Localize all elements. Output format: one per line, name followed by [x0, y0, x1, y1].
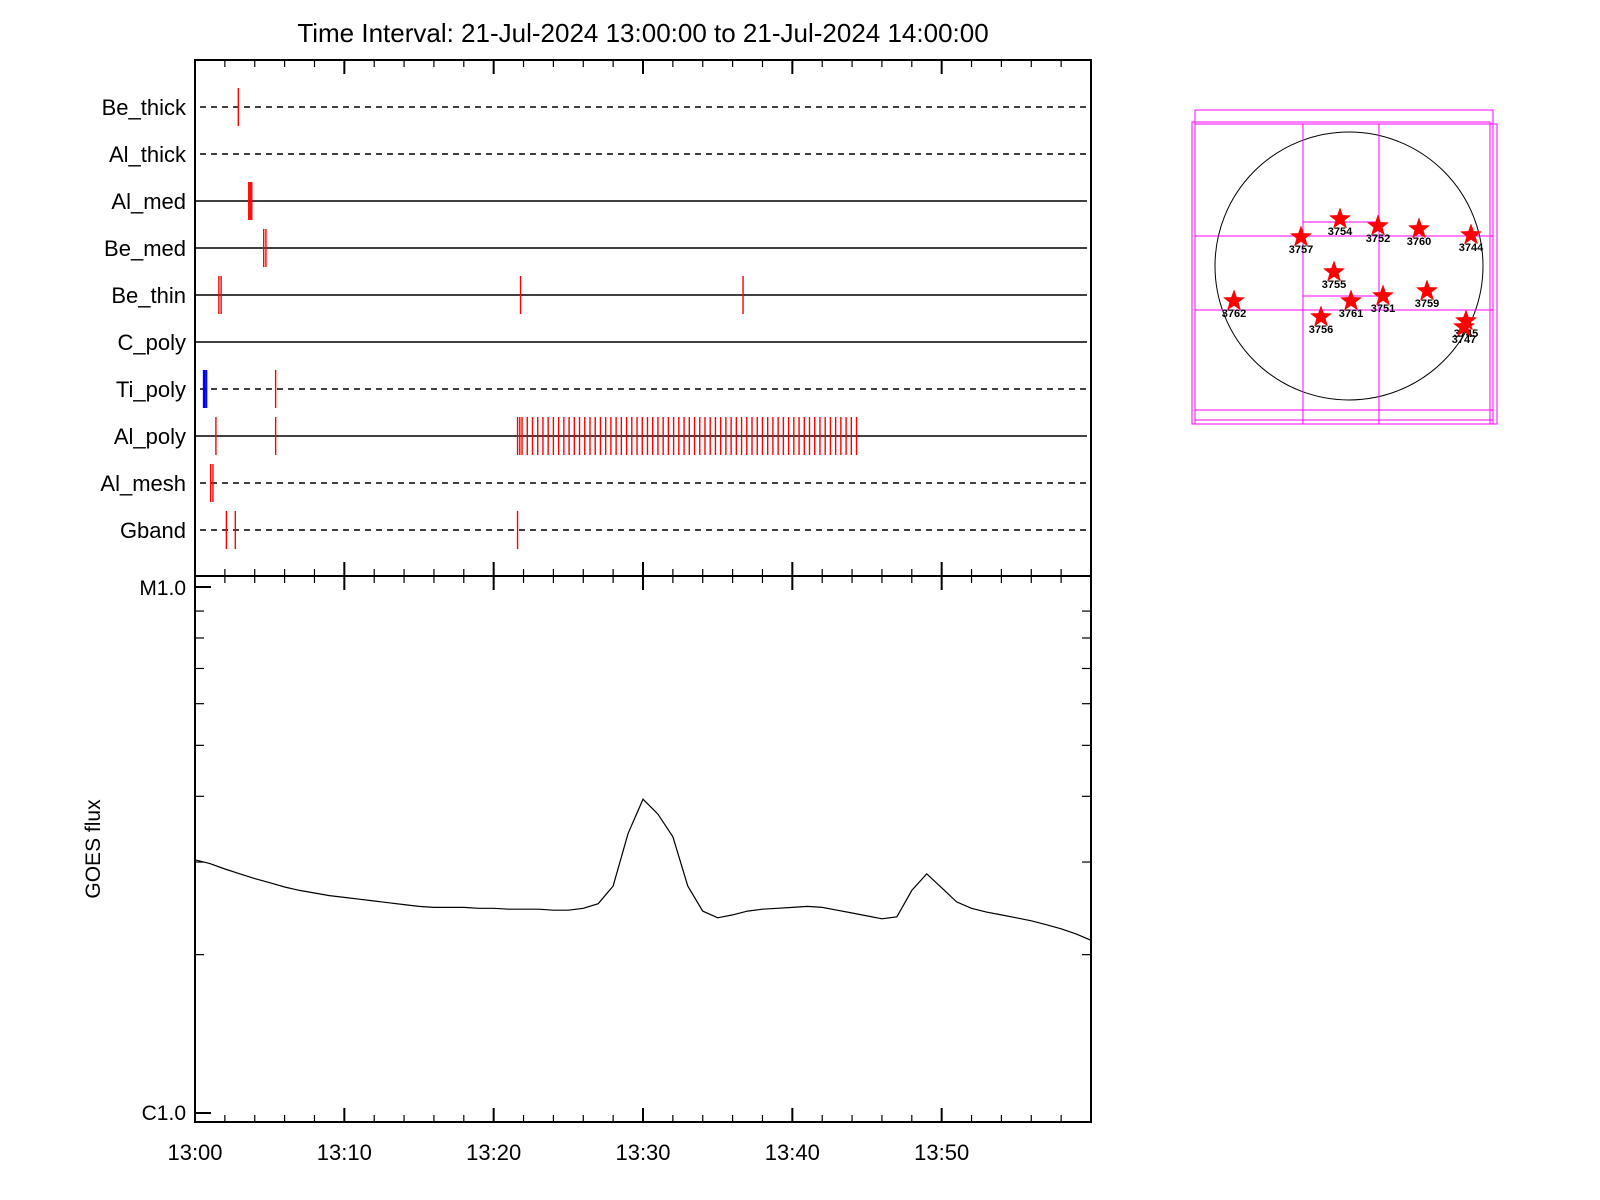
fov-box: [1194, 409, 1494, 421]
active-region-label: 3759: [1415, 298, 1439, 310]
active-region-star: [1415, 279, 1439, 301]
fov-box: [1194, 123, 1498, 425]
row-label: Be_thick: [102, 95, 187, 120]
active-region-label: 3754: [1328, 226, 1353, 238]
active-region-star: [1328, 207, 1352, 229]
active-region-star: [1366, 214, 1390, 236]
row-label: Al_mesh: [100, 471, 186, 496]
active-region-star: [1371, 284, 1395, 306]
row-label: C_poly: [118, 330, 186, 355]
x-tick-label: 13:40: [765, 1140, 820, 1165]
active-region-star: [1309, 305, 1333, 327]
sun-map: 3754 3752 3760 3757 3744 3755 3759 3762 3761 3751…: [1191, 109, 1498, 425]
x-tick-label: 13:50: [914, 1140, 969, 1165]
fov-box: [1194, 235, 1494, 311]
fov-box: [1378, 123, 1494, 425]
active-region-label: 3761: [1339, 308, 1363, 320]
active-region-label: 3756: [1309, 324, 1333, 336]
active-region-star: [1459, 223, 1483, 245]
row-label: Be_thin: [111, 283, 186, 308]
active-region-star: [1222, 289, 1246, 311]
active-region-star: [1322, 260, 1346, 282]
fov-box: [1302, 123, 1380, 425]
figure-title: Time Interval: 21-Jul-2024 13:00:00 to 2…: [297, 18, 988, 48]
row-label: Be_med: [104, 236, 186, 261]
goes-frame: [194, 575, 1092, 1123]
fov-box: [1194, 123, 1304, 425]
timeline-frame: [194, 59, 1092, 577]
event-timeline-panel: Be_thick Al_thick Al_med Be_med Be_thin C_pol…: [100, 59, 1092, 577]
row-label: Gband: [120, 518, 186, 543]
active-region-label: 3744: [1459, 242, 1484, 254]
active-region-label: 3762: [1222, 308, 1246, 320]
solar-disk: [1214, 131, 1484, 401]
active-region-label: 3752: [1366, 233, 1390, 245]
x-tick-label: 13:20: [466, 1140, 521, 1165]
goes-ylabel: GOES flux: [82, 799, 105, 899]
active-region-label: 3757: [1289, 244, 1313, 256]
active-region-label: 3751: [1371, 303, 1395, 315]
fov-box: [1191, 121, 1491, 425]
fov-box: [1194, 109, 1494, 421]
active-region-label: 3760: [1407, 236, 1431, 248]
row-label: Al_thick: [109, 142, 187, 167]
row-label: Ti_poly: [116, 377, 186, 402]
x-tick-label: 13:30: [615, 1140, 670, 1165]
goes-ytick-m1: M1.0: [139, 577, 186, 600]
goes-ytick-c1: C1.0: [142, 1102, 186, 1125]
row-label: Al_med: [111, 189, 186, 214]
goes-flux-line: [194, 798, 1092, 941]
active-region-star: [1289, 225, 1313, 247]
active-region-star: [1407, 217, 1431, 239]
active-region-label: 3747: [1452, 334, 1476, 346]
x-tick-label: 13:10: [317, 1140, 372, 1165]
active-region-star: [1452, 315, 1476, 337]
goes-flux-panel: GOES flux M1.0 C1.0 13:00 13:10 13:20 13:30…: [82, 575, 1092, 1165]
row-label: Al_poly: [114, 424, 186, 449]
active-region-label: 3755: [1322, 279, 1346, 291]
active-region-star: [1339, 289, 1363, 311]
x-tick-label: 13:00: [167, 1140, 222, 1165]
